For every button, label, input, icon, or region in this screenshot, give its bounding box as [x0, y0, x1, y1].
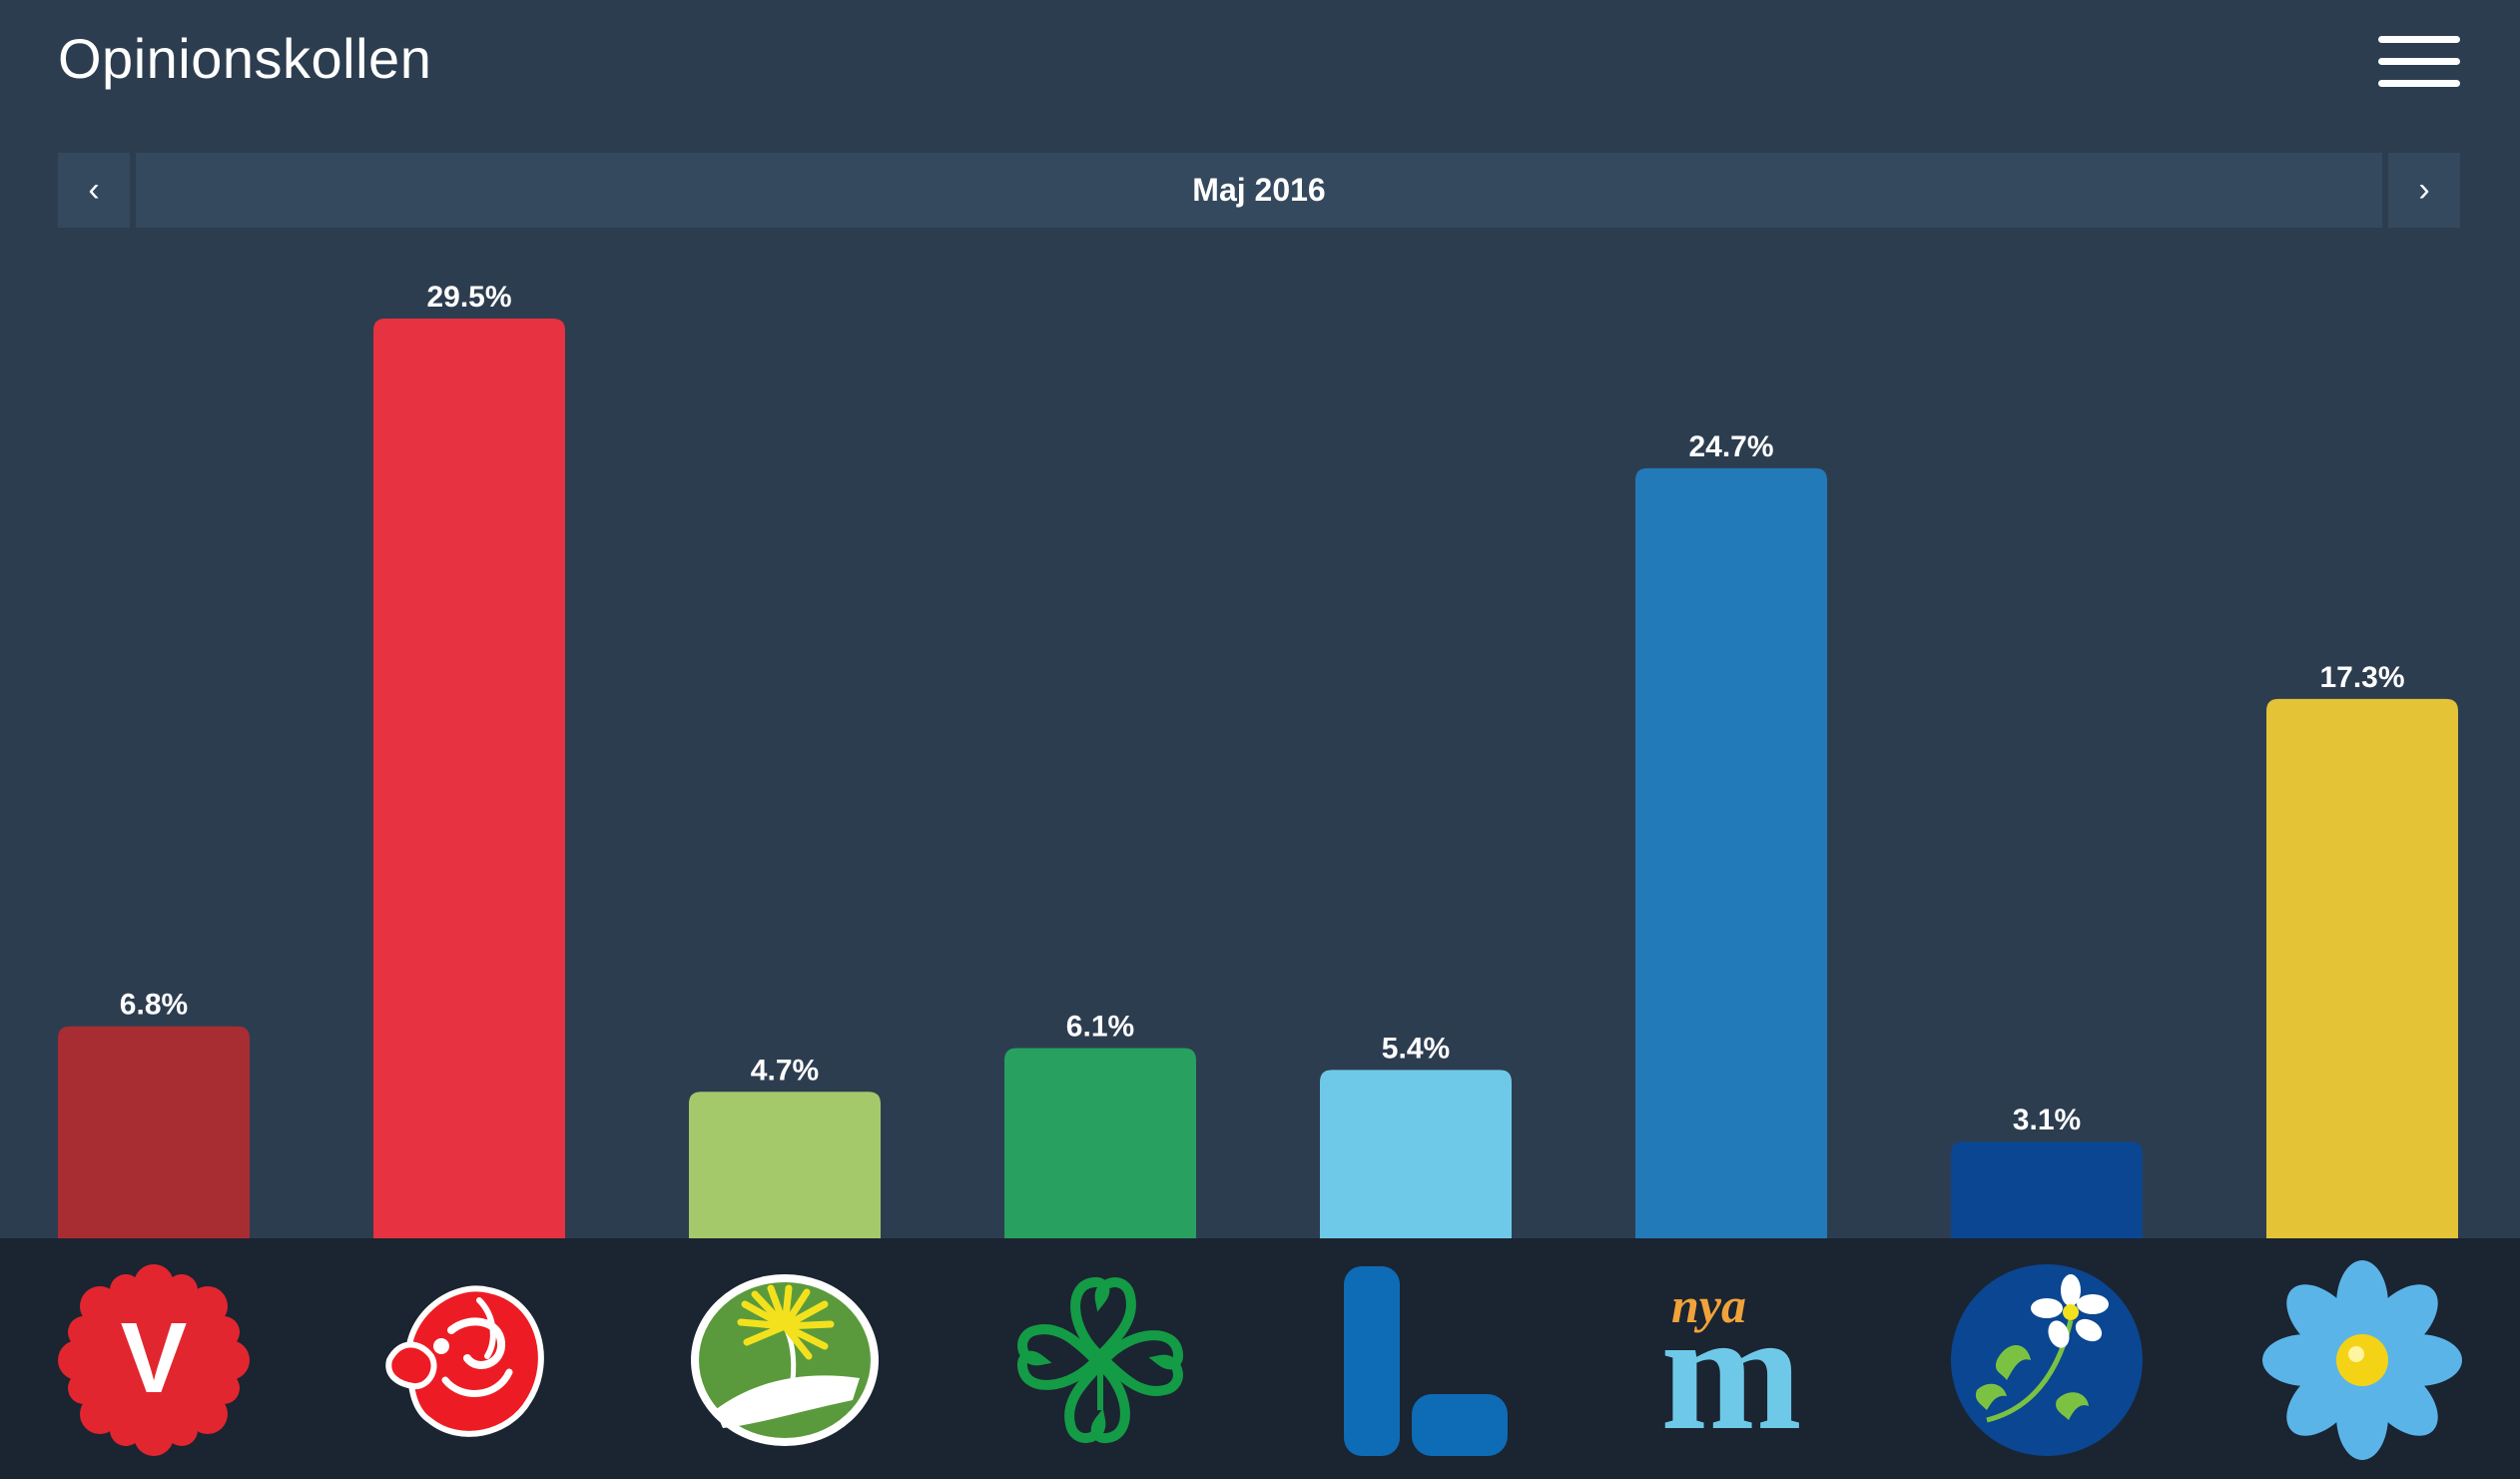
- app-title: Opinionskollen: [58, 27, 432, 90]
- data-label-m: 24.7%: [1688, 430, 1773, 463]
- bar-c[interactable]: [1004, 1048, 1196, 1238]
- data-label-sd: 17.3%: [2319, 661, 2404, 694]
- data-label-mp: 4.7%: [751, 1054, 819, 1087]
- party-logo-s[interactable]: [369, 1260, 569, 1460]
- next-month-button[interactable]: ›: [2388, 153, 2460, 228]
- menu-button[interactable]: [2378, 34, 2460, 90]
- bar-v[interactable]: [58, 1026, 250, 1238]
- current-month-label: Maj 2016: [136, 153, 2382, 228]
- party-logo-m[interactable]: m nya: [1631, 1260, 1831, 1460]
- kristdemokraterna-anemone-logo-icon: [1951, 1264, 2143, 1456]
- data-label-kd: 3.1%: [2013, 1104, 2081, 1136]
- party-logo-kd[interactable]: [1947, 1260, 2147, 1460]
- bar-sd[interactable]: [2266, 698, 2458, 1238]
- data-label-c: 6.1%: [1066, 1011, 1134, 1044]
- moderaterna-logo-icon: m nya: [1660, 1277, 1802, 1460]
- hamburger-menu-line: [2378, 58, 2460, 65]
- party-logo-l[interactable]: [1316, 1260, 1516, 1460]
- hamburger-menu-icon: [2378, 36, 2460, 43]
- bar-s[interactable]: [373, 319, 565, 1238]
- data-label-v: 6.8%: [120, 989, 188, 1022]
- date-navigator: ‹ Maj 2016 ›: [58, 153, 2460, 228]
- party-logo-sd[interactable]: [2262, 1260, 2462, 1460]
- sverigedemokraterna-blue-anemone-logo-icon: [2262, 1260, 2462, 1460]
- vansterpartiet-logo-icon: V: [58, 1264, 250, 1456]
- bar-kd[interactable]: [1951, 1141, 2143, 1238]
- bar-mp[interactable]: [689, 1092, 881, 1238]
- party-logo-v[interactable]: V: [54, 1260, 254, 1460]
- m-letter: m: [1660, 1277, 1802, 1460]
- v-letter: V: [121, 1302, 188, 1414]
- poll-bar-chart: 6.8% 29.5% 4.7% 6.1% 5.4% 24.7% 3.1% 17.3%: [58, 281, 2458, 1238]
- party-logo-mp[interactable]: [685, 1260, 885, 1460]
- bar-m[interactable]: [1635, 467, 1827, 1238]
- liberalerna-logo-icon: [1344, 1266, 1508, 1456]
- hamburger-menu-line: [2378, 80, 2460, 87]
- centerpartiet-clover-logo-icon: [1016, 1276, 1184, 1444]
- chevron-right-icon: ›: [2418, 171, 2430, 209]
- party-logo-c[interactable]: [1000, 1260, 1200, 1460]
- party-logo-bar: V: [0, 1238, 2520, 1479]
- previous-month-button[interactable]: ‹: [58, 153, 130, 228]
- nya-text: nya: [1671, 1277, 1746, 1333]
- chevron-left-icon: ‹: [88, 171, 100, 209]
- data-label-s: 29.5%: [426, 281, 511, 314]
- bar-l[interactable]: [1320, 1070, 1512, 1238]
- socialdemokraterna-rose-logo-icon: [385, 1285, 544, 1437]
- miljopartiet-dandelion-logo-icon: [691, 1274, 879, 1446]
- data-label-l: 5.4%: [1382, 1032, 1450, 1065]
